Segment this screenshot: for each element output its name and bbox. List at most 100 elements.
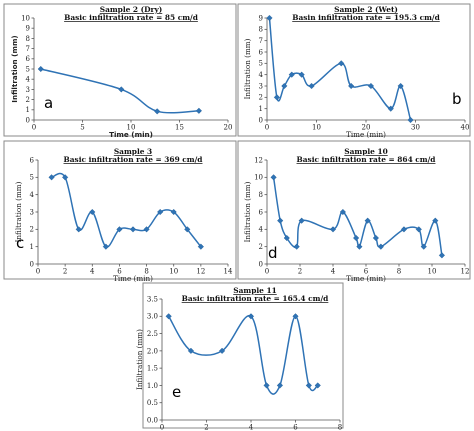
x-tick-label: 0: [160, 424, 164, 431]
data-point: [407, 116, 414, 124]
data-point: [387, 105, 394, 112]
y-tick-label: 6: [26, 55, 31, 63]
y-axis-label: Infiltration (mm): [243, 181, 252, 242]
panel-frame: [237, 3, 471, 137]
x-tick-label: 4: [249, 424, 254, 431]
data-point: [308, 82, 315, 90]
data-point: [415, 226, 422, 233]
y-tick-label: 10: [254, 174, 263, 182]
x-tick-label: 8: [397, 268, 401, 276]
data-point: [62, 174, 69, 181]
y-tick-label: 1.0: [147, 382, 158, 390]
x-tick-label: 2: [63, 268, 67, 276]
y-tick-label: 5: [30, 174, 34, 182]
y-tick-label: 0: [259, 116, 263, 124]
x-tick-label: 6: [117, 268, 122, 276]
data-point: [273, 94, 280, 101]
x-tick-label: 2: [204, 424, 208, 431]
y-tick-label: 4: [26, 76, 31, 84]
data-point: [270, 174, 277, 181]
data-point: [143, 226, 150, 233]
data-point: [277, 217, 284, 224]
y-tick-label: 3: [259, 82, 263, 90]
x-tick-label: 6: [364, 268, 369, 276]
x-tick-label: 12: [461, 268, 470, 276]
y-tick-label: 3: [30, 208, 34, 216]
panel-frame: [142, 282, 344, 429]
data-point: [292, 313, 299, 320]
x-tick-label: 12: [196, 268, 205, 276]
data-point: [218, 347, 226, 354]
y-tick-label: 3.0: [147, 313, 158, 321]
data-point: [438, 252, 445, 259]
y-axis-label: Infiltration (mm): [243, 38, 252, 99]
chart-title: Sample 3: [114, 147, 152, 156]
data-point: [348, 82, 355, 90]
y-tick-label: 2: [259, 243, 263, 251]
data-point: [298, 217, 305, 224]
y-tick-label: 5: [26, 65, 30, 73]
chart-title: Sample 11: [233, 286, 276, 295]
data-point: [165, 313, 172, 320]
data-point: [75, 226, 82, 233]
y-tick-label: 5: [259, 60, 263, 68]
x-tick-label: 0: [265, 124, 269, 132]
y-tick-label: 9: [26, 25, 30, 33]
data-point: [281, 82, 288, 90]
chart-title: Sample 2 (Wet): [334, 5, 398, 14]
chart-subtitle: Basic infiltration rate = 85 cm/d: [64, 13, 198, 22]
y-tick-label: 1: [259, 105, 263, 113]
x-tick-label: 0: [265, 268, 269, 276]
data-point: [37, 65, 44, 73]
x-tick-label: 4: [90, 268, 95, 276]
data-point: [329, 226, 337, 233]
data-point: [116, 226, 123, 233]
x-tick-label: 10: [428, 268, 437, 276]
y-tick-label: 1: [26, 106, 30, 114]
y-tick-label: 0: [26, 116, 30, 124]
y-tick-label: 0.5: [147, 399, 158, 407]
y-tick-label: 0.0: [147, 416, 158, 424]
data-point: [338, 60, 345, 67]
data-point: [293, 243, 300, 250]
y-tick-label: 8: [26, 35, 30, 43]
data-point: [129, 226, 137, 233]
x-tick-label: 10: [169, 268, 178, 276]
x-axis-label: Time (min): [113, 274, 153, 283]
panel-letter: e: [172, 383, 181, 401]
data-point: [197, 243, 204, 250]
x-axis-label: Time (min): [346, 130, 386, 139]
data-point: [356, 243, 363, 250]
y-tick-label: 8: [259, 191, 263, 199]
series-line: [40, 68, 199, 114]
data-point: [283, 234, 290, 242]
data-point: [432, 217, 439, 224]
y-tick-label: 7: [26, 45, 30, 53]
data-point: [298, 71, 305, 78]
x-tick-label: 20: [362, 124, 371, 132]
y-tick-label: 1.5: [147, 365, 158, 373]
y-tick-label: 0: [259, 260, 263, 268]
chart-subtitle: Basic infiltration rate = 165.4 cm/d: [182, 294, 329, 303]
y-tick-label: 10: [21, 14, 30, 22]
data-point: [184, 226, 191, 233]
data-point: [377, 243, 384, 250]
data-point: [154, 108, 161, 115]
y-tick-label: 2: [26, 96, 30, 104]
data-point: [367, 82, 375, 90]
data-point: [195, 107, 202, 114]
x-tick-label: 4: [331, 268, 336, 276]
x-tick-label: 8: [144, 268, 148, 276]
y-tick-label: 8: [259, 26, 263, 34]
panel-letter: b: [452, 90, 462, 108]
data-point: [420, 243, 427, 250]
panel-letter: d: [268, 244, 278, 262]
y-tick-label: 0: [30, 260, 34, 268]
data-point: [288, 71, 295, 78]
y-tick-label: 4: [259, 71, 264, 79]
y-tick-label: 2.5: [147, 330, 158, 338]
